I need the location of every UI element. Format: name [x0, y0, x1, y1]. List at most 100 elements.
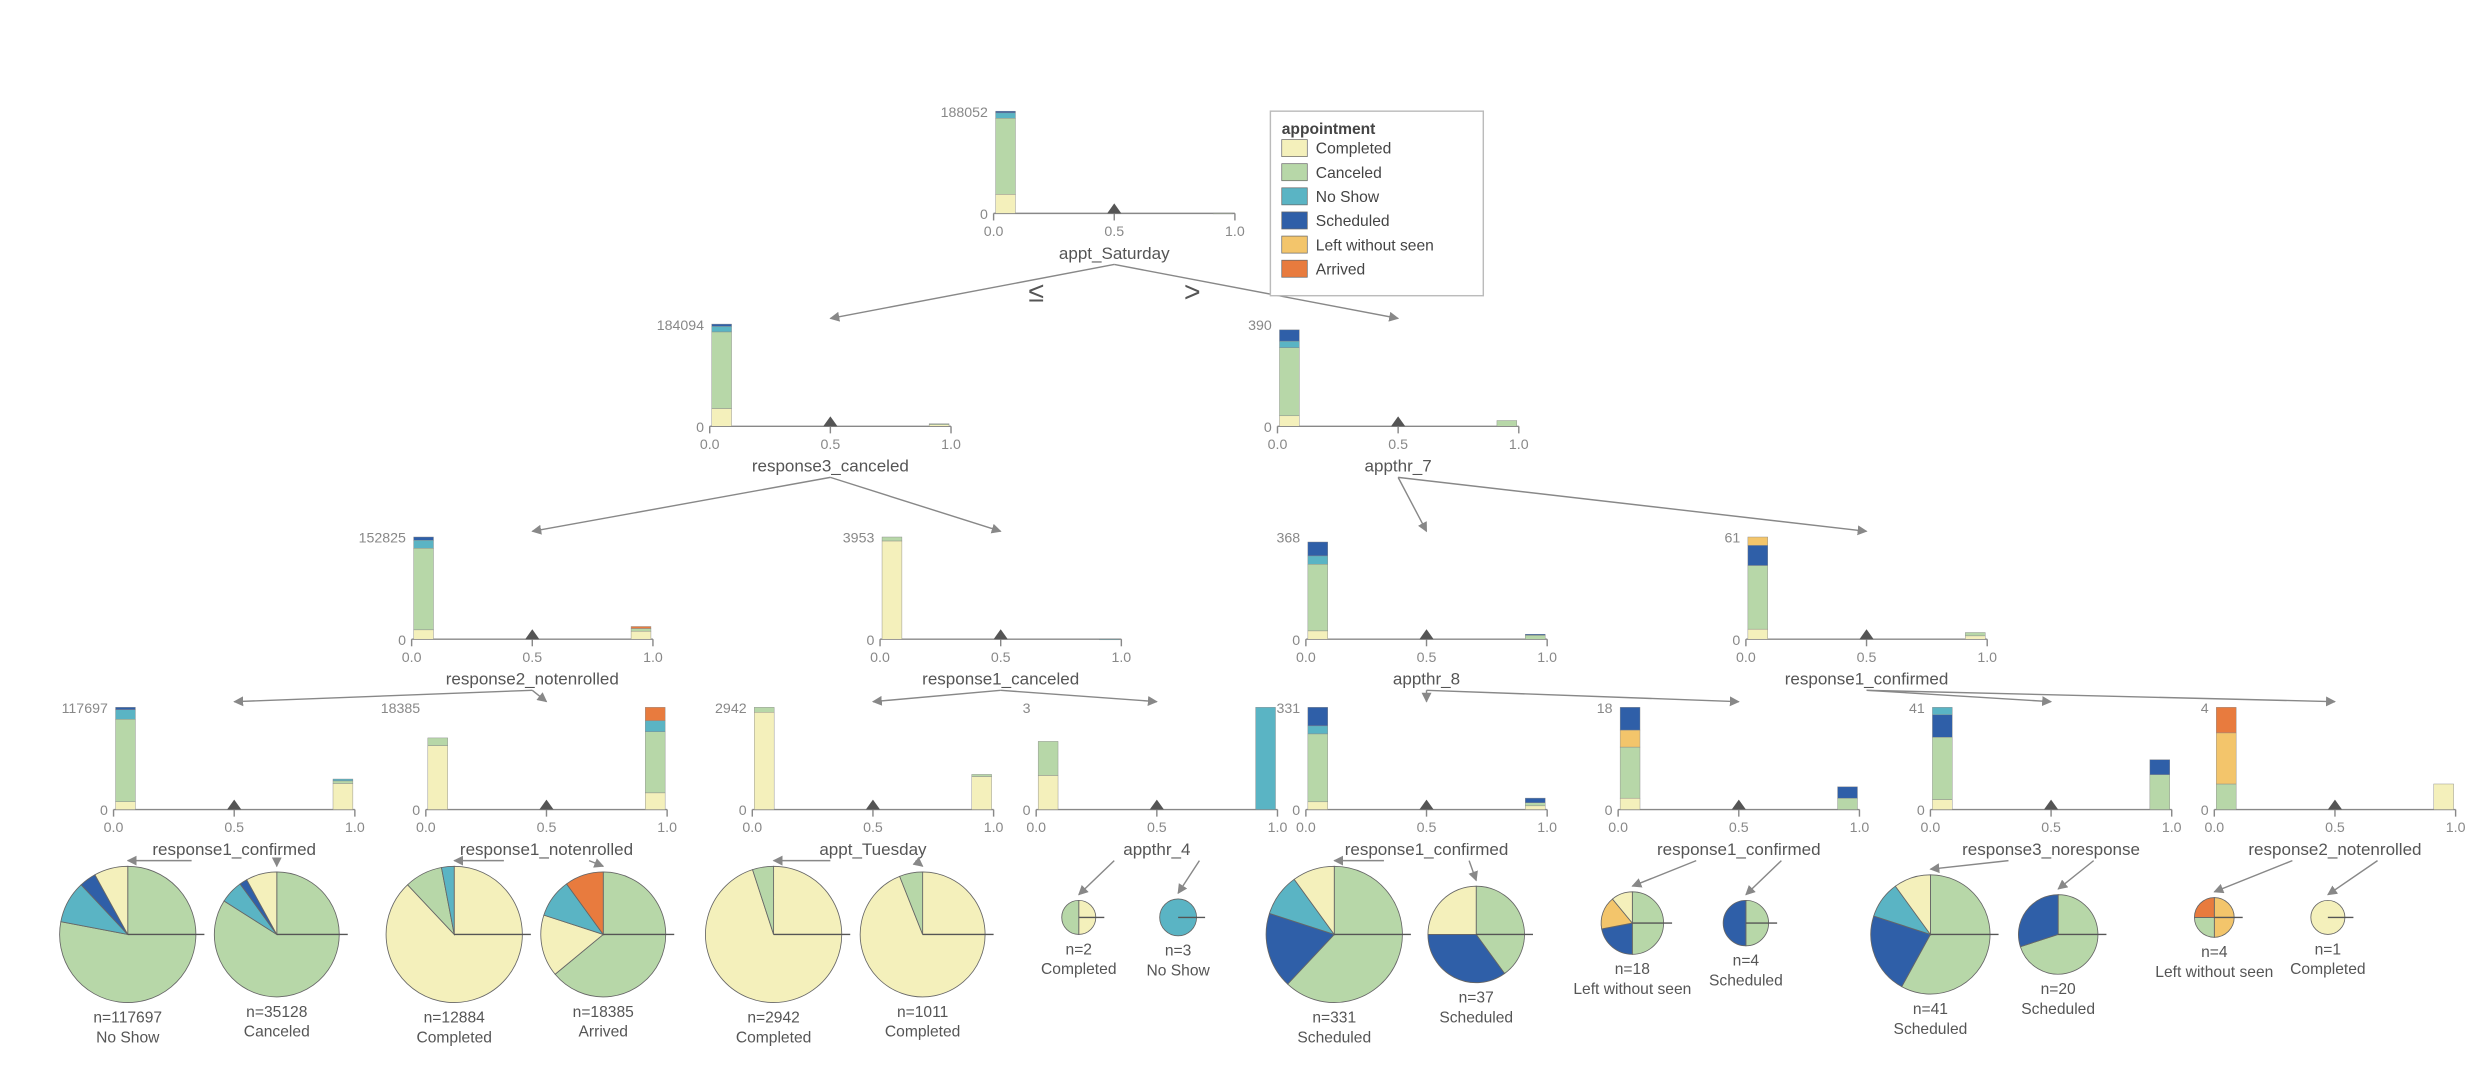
- legend-label: Completed: [1316, 141, 1392, 158]
- svg-text:Scheduled: Scheduled: [1894, 1021, 1968, 1038]
- bar-segment: [414, 630, 434, 639]
- bar-segment: [1965, 632, 1985, 635]
- svg-text:0.0: 0.0: [1026, 820, 1046, 836]
- bar-segment: [1308, 631, 1328, 639]
- svg-text:0.5: 0.5: [1417, 650, 1437, 666]
- legend-swatch: [1282, 212, 1308, 229]
- bar-segment: [1308, 556, 1328, 564]
- bar-segment: [414, 537, 434, 540]
- svg-text:n=2: n=2: [1066, 941, 1092, 958]
- svg-text:1.0: 1.0: [1509, 437, 1529, 453]
- svg-text:1.0: 1.0: [1977, 650, 1997, 666]
- svg-text:0: 0: [1917, 803, 1925, 819]
- bar-segment: [2434, 784, 2454, 810]
- legend-label: Left without seen: [1316, 237, 1434, 254]
- svg-text:n=18385: n=18385: [573, 1004, 635, 1021]
- tree-node: 18409400.00.51.0response3_canceled: [657, 318, 961, 476]
- svg-text:0.5: 0.5: [2325, 820, 2345, 836]
- tree-edge: [830, 477, 1000, 531]
- svg-text:1.0: 1.0: [1537, 650, 1557, 666]
- legend-swatch: [1282, 140, 1308, 157]
- tree-edge: [1867, 690, 2335, 701]
- bar-segment: [1308, 734, 1328, 802]
- bar-segment: [116, 707, 136, 709]
- svg-text:n=20: n=20: [2041, 981, 2076, 998]
- leaf-pie: n=1Completed: [2290, 861, 2377, 979]
- svg-text:1.0: 1.0: [345, 820, 365, 836]
- bar-segment: [1838, 798, 1858, 809]
- svg-text:0.5: 0.5: [820, 437, 840, 453]
- svg-text:0.5: 0.5: [991, 650, 1011, 666]
- svg-text:Completed: Completed: [2290, 961, 2366, 978]
- tree-node: 1800.00.51.0response1_confirmed: [1597, 701, 1870, 859]
- svg-text:0: 0: [1605, 803, 1613, 819]
- svg-text:0.0: 0.0: [1608, 820, 1628, 836]
- bar-segment: [116, 802, 136, 810]
- svg-text:Completed: Completed: [736, 1029, 812, 1046]
- node-label: appthr_7: [1365, 457, 1432, 476]
- tree-node: 33100.00.51.0response1_confirmed: [1277, 701, 1558, 859]
- svg-text:117697: 117697: [62, 701, 108, 717]
- svg-text:331: 331: [1277, 701, 1301, 717]
- svg-text:1.0: 1.0: [1111, 650, 1131, 666]
- svg-text:0.5: 0.5: [863, 820, 883, 836]
- svg-text:Left without seen: Left without seen: [2155, 964, 2273, 981]
- node-label: appthr_4: [1123, 840, 1190, 859]
- bar-segment: [1748, 537, 1768, 545]
- bar-segment: [1279, 416, 1299, 426]
- svg-text:Canceled: Canceled: [244, 1024, 310, 1041]
- bar-segment: [645, 793, 665, 810]
- svg-text:Left without seen: Left without seen: [1573, 981, 1691, 998]
- node-label: response1_notenrolled: [460, 840, 633, 859]
- bar-segment: [1525, 803, 1545, 806]
- leaf-pie: n=41Scheduled: [1871, 861, 2009, 1038]
- svg-text:1.0: 1.0: [657, 820, 677, 836]
- tree-node: 1838500.00.51.0response1_notenrolled: [381, 701, 677, 859]
- bar-segment: [414, 548, 434, 630]
- bar-segment: [1620, 747, 1640, 798]
- svg-text:0.0: 0.0: [1296, 820, 1316, 836]
- node-label: response1_confirmed: [1345, 840, 1509, 859]
- bar-segment: [996, 113, 1016, 118]
- svg-text:0.0: 0.0: [104, 820, 124, 836]
- bar-segment: [645, 707, 665, 720]
- legend-swatch: [1282, 164, 1308, 181]
- legend-label: Canceled: [1316, 165, 1382, 182]
- svg-text:No Show: No Show: [1146, 963, 1210, 980]
- svg-text:0.5: 0.5: [1388, 437, 1408, 453]
- leaf-pie: n=3No Show: [1146, 861, 1210, 980]
- bar-segment: [1308, 564, 1328, 631]
- bar-segment: [1038, 775, 1058, 809]
- bar-segment: [1308, 802, 1328, 810]
- bar-segment: [414, 540, 434, 548]
- bar-segment: [1620, 707, 1640, 730]
- leaf-pie: n=2942Completed: [705, 861, 850, 1047]
- svg-text:n=18: n=18: [1615, 961, 1650, 978]
- tree-node: 18805200.00.51.0appt_Saturday: [941, 105, 1245, 263]
- bar-segment: [1279, 330, 1299, 341]
- svg-text:1.0: 1.0: [1537, 820, 1557, 836]
- svg-text:0.0: 0.0: [1921, 820, 1941, 836]
- svg-text:18: 18: [1597, 701, 1613, 717]
- svg-text:Completed: Completed: [885, 1024, 961, 1041]
- svg-text:0.5: 0.5: [522, 650, 542, 666]
- svg-text:0.0: 0.0: [1296, 650, 1316, 666]
- svg-text:1.0: 1.0: [643, 650, 663, 666]
- svg-text:0.0: 0.0: [870, 650, 890, 666]
- tree-node: 294200.00.51.0appt_Tuesday: [715, 701, 1004, 859]
- leaf-pie: n=18 Left without seen: [1573, 861, 1696, 998]
- svg-text:3: 3: [1023, 701, 1031, 717]
- bar-segment: [1497, 421, 1517, 427]
- leaf-pie: n=18385Arrived: [541, 861, 674, 1041]
- bar-segment: [712, 332, 732, 409]
- node-label: response2_notenrolled: [446, 670, 619, 689]
- bar-segment: [1748, 629, 1768, 639]
- bar-segment: [2216, 707, 2236, 733]
- bar-segment: [1308, 542, 1328, 556]
- bar-segment: [996, 194, 1016, 213]
- tree-edge: [830, 264, 1114, 318]
- svg-text:0: 0: [1264, 420, 1272, 436]
- bar-segment: [1038, 741, 1058, 775]
- svg-text:Completed: Completed: [416, 1029, 492, 1046]
- svg-text:1.0: 1.0: [1225, 224, 1245, 240]
